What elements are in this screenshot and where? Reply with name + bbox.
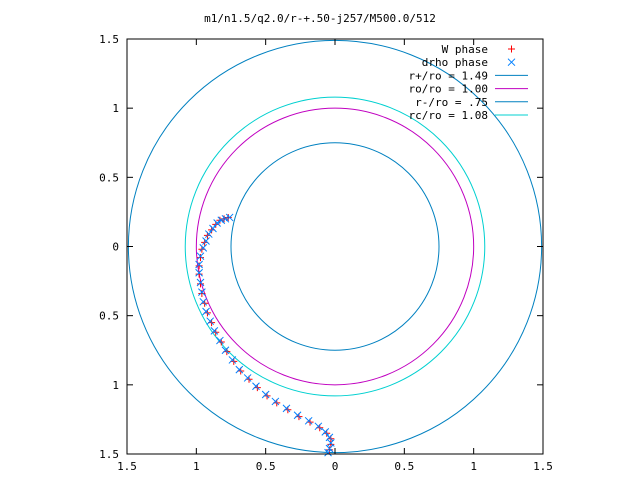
- series-1-point: [271, 397, 280, 406]
- series-1-point: [217, 216, 226, 225]
- series-1-point: [199, 244, 208, 252]
- series-0-point: [195, 270, 203, 278]
- series-1-point: [228, 356, 237, 364]
- y-tick-label: 0.5: [99, 171, 119, 184]
- x-tick-label: 1.5: [533, 460, 553, 473]
- circle-1: [195, 107, 475, 386]
- chart-title: m1/n1.5/q2.0/r-+.50-j257/M500.0/512: [204, 12, 436, 25]
- series-1-point: [213, 219, 221, 227]
- series-1-point: [202, 237, 210, 245]
- series-1-point: [225, 213, 234, 222]
- series-1-point: [282, 404, 291, 413]
- series-1-point: [304, 416, 313, 425]
- legend-label-0: W phase: [442, 43, 488, 56]
- y-tick-label: 1.5: [99, 33, 119, 46]
- series-1-point: [325, 444, 334, 453]
- x-tick-label: 0: [332, 460, 339, 473]
- series-1-point: [202, 307, 210, 316]
- x-tick-label: 1: [470, 460, 477, 473]
- series-1-point: [195, 260, 203, 269]
- series-1: [195, 213, 335, 457]
- series-0-point: [198, 290, 206, 298]
- legend-sample-0: [508, 45, 515, 53]
- series-0-point: [224, 213, 232, 221]
- series-0-point: [195, 262, 203, 270]
- axis-ticks: 1.5 1 0.5 0 0.5 1 1.51.510.500.511.5: [99, 33, 553, 473]
- series-1-point: [198, 288, 206, 297]
- legend-label-3: ro/ro = 1.00: [409, 83, 488, 96]
- series-0-point: [196, 254, 204, 262]
- legend-label-4: r-/ro = .75: [415, 96, 488, 109]
- series-0-point: [196, 280, 204, 288]
- series-1-point: [195, 268, 203, 277]
- series-1-point: [293, 411, 302, 420]
- series-1-point: [235, 365, 244, 374]
- series-1-point: [204, 230, 213, 238]
- y-tick-label: 1.5: [99, 448, 119, 461]
- series-1-point: [221, 214, 230, 223]
- legend-label-5: rc/ro = 1.08: [409, 109, 488, 122]
- series-1-point: [199, 297, 208, 306]
- series-1-point: [196, 252, 205, 261]
- series-1-point: [206, 317, 215, 326]
- x-tick-label: 1: [193, 460, 200, 473]
- series-1-point: [216, 336, 224, 345]
- x-tick-label: 0.5: [256, 460, 276, 473]
- series-1-point: [261, 390, 270, 399]
- circle-3: [184, 96, 486, 397]
- series-1-point: [210, 327, 219, 335]
- x-tick-label: 0.5: [394, 460, 414, 473]
- series-0-point: [325, 446, 333, 454]
- series-1-point: [325, 433, 334, 442]
- series-1-point: [221, 346, 230, 355]
- circle-2: [230, 142, 440, 351]
- series-1-point: [243, 374, 252, 382]
- y-tick-label: 0: [112, 241, 119, 254]
- legend-label-2: r+/ro = 1.49: [409, 69, 488, 82]
- series-1-point: [209, 224, 217, 233]
- series-1-point: [252, 382, 260, 391]
- x-tick-label: 1.5: [117, 460, 137, 473]
- series-0: [195, 213, 335, 454]
- series-1-point: [314, 422, 323, 431]
- y-tick-label: 1: [112, 102, 119, 115]
- series-0-point: [220, 215, 228, 223]
- legend-sample-1: [507, 58, 516, 67]
- legend-label-1: drho phase: [422, 56, 488, 69]
- series-1-point: [324, 448, 332, 457]
- series-1-point: [196, 278, 205, 287]
- y-tick-label: 0.5: [99, 310, 119, 323]
- data-series: [195, 213, 335, 457]
- series-1-point: [321, 428, 330, 436]
- y-tick-label: 1: [112, 379, 119, 392]
